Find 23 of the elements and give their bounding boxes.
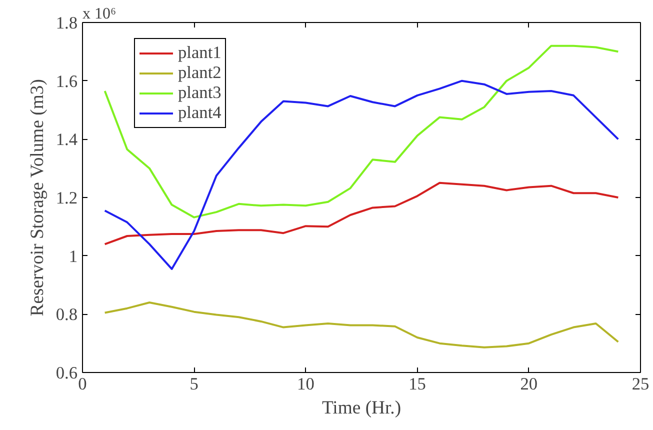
legend-label: plant3 <box>178 83 222 103</box>
y-tick-label: 1.8 <box>56 14 78 32</box>
x-tick-label: 25 <box>632 374 650 394</box>
y-axis-title: Reservoir Storage Volume (m3) <box>26 79 48 316</box>
y-tick-label: 1 <box>68 246 78 266</box>
x-tick-label: 20 <box>520 374 538 394</box>
y-tick-label: 0.8 <box>56 305 78 324</box>
x-tick-label: 15 <box>408 374 426 394</box>
annotation: x 10⁶ <box>82 6 116 22</box>
y-tick-label: 0.6 <box>56 364 78 382</box>
x-tick-label: 5 <box>190 374 198 394</box>
line-series <box>104 302 620 348</box>
line-series <box>104 44 620 218</box>
x-tick-label: 0 <box>78 374 87 394</box>
legend-label: plant1 <box>178 43 222 63</box>
y-tick-label: 1.6 <box>56 72 78 91</box>
y-tick-label: 1.2 <box>56 188 78 208</box>
x-axis-title: Time (Hr.) <box>322 398 402 418</box>
line-series <box>104 182 620 246</box>
legend-label: plant4 <box>178 103 222 123</box>
legend-label: plant2 <box>178 63 222 83</box>
y-tick-label: 1.4 <box>56 130 78 150</box>
x-tick-label: 10 <box>297 374 314 394</box>
